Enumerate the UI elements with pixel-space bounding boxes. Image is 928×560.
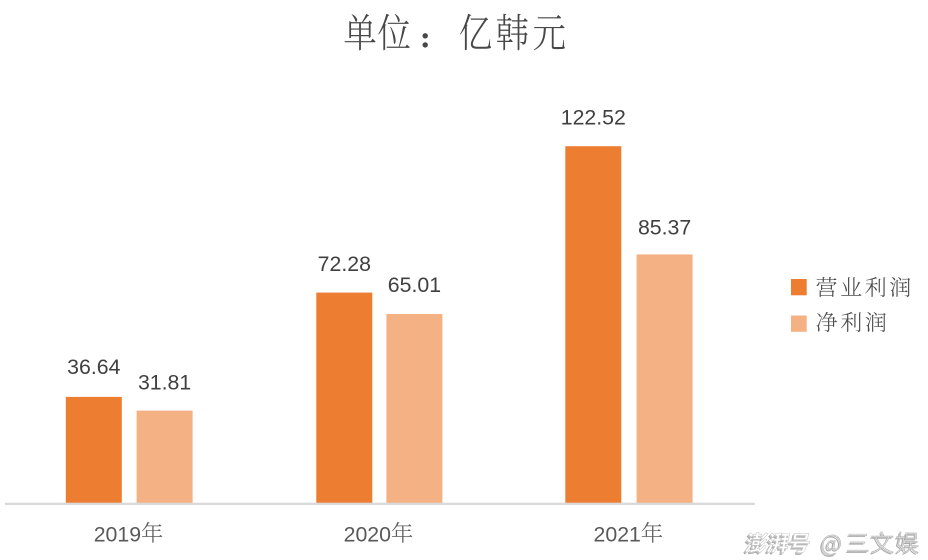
svg-text:2021: 2021 — [594, 523, 641, 547]
svg-text:2019: 2019 — [94, 523, 141, 547]
svg-text:31.81: 31.81 — [138, 370, 191, 394]
svg-text:2020: 2020 — [344, 523, 392, 547]
svg-text:36.64: 36.64 — [67, 355, 120, 379]
svg-text:72.28: 72.28 — [318, 252, 371, 276]
svg-text:65.01: 65.01 — [388, 273, 441, 297]
svg-text:85.37: 85.37 — [638, 215, 691, 239]
svg-text:122.52: 122.52 — [561, 106, 626, 130]
